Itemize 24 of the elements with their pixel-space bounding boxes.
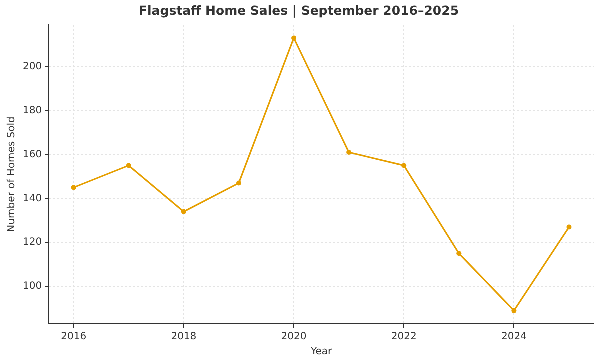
y-tick-label: 160	[22, 149, 42, 160]
y-tick-label: 140	[22, 193, 42, 204]
point	[181, 209, 186, 214]
point	[71, 185, 76, 190]
y-tick-label: 120	[22, 237, 42, 248]
point	[236, 180, 242, 186]
point	[402, 163, 407, 168]
y-tick-label: 200	[22, 61, 42, 72]
y-tick-label: 180	[22, 105, 42, 116]
point	[292, 36, 297, 41]
x-axis-title: Year	[310, 346, 334, 358]
x-tick-label: 2018	[171, 332, 197, 343]
point	[456, 251, 462, 256]
point	[126, 163, 132, 168]
x-tick-label: 2022	[391, 332, 417, 343]
x-tick-label: 2024	[501, 332, 527, 343]
x-tick-label: 2020	[281, 332, 307, 343]
point	[566, 224, 572, 230]
x-tick-label: 2016	[61, 332, 87, 343]
y-tick-label: 100	[22, 281, 42, 292]
chart-title: Flagstaff Home Sales | September 2016–2025	[138, 2, 460, 18]
point	[512, 308, 517, 314]
y-axis-title: Number of Homes Sold	[6, 116, 18, 232]
point	[346, 150, 352, 156]
